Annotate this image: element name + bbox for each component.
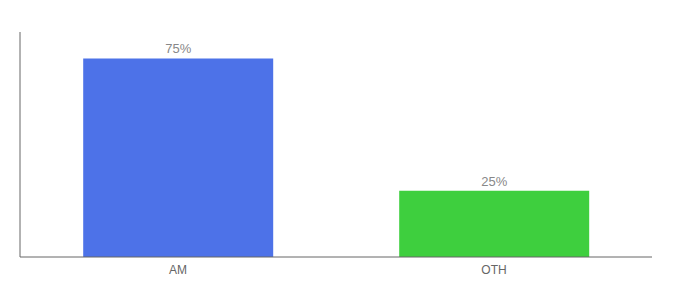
svg-text:75%: 75% <box>165 41 191 56</box>
svg-text:OTH: OTH <box>481 263 506 277</box>
svg-text:25%: 25% <box>481 174 507 189</box>
svg-text:AM: AM <box>169 263 187 277</box>
